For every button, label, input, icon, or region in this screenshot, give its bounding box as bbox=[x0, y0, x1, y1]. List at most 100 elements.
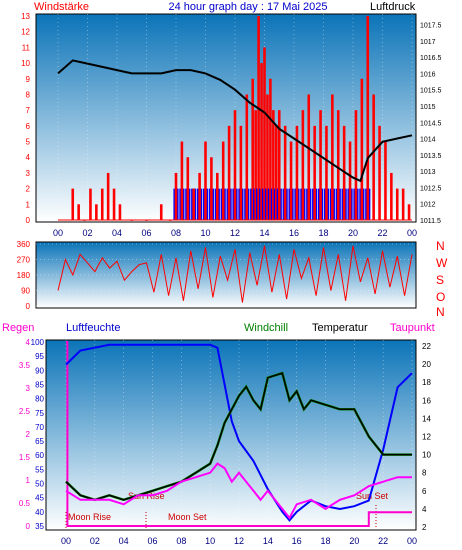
wind-bar bbox=[384, 141, 387, 220]
bottom-x-tick-label: 16 bbox=[292, 536, 302, 546]
wind-bar bbox=[395, 188, 399, 220]
pressure-y-tick-label: 1015.5 bbox=[420, 88, 442, 95]
humidity-y-tick-label: 75 bbox=[35, 409, 44, 418]
wind-bar bbox=[239, 125, 243, 220]
temperature-y-tick-label: 16 bbox=[422, 396, 431, 405]
pressure-y-tick-label: 1015 bbox=[420, 104, 436, 111]
bottom-x-tick-label: 00 bbox=[407, 536, 417, 546]
direction-y-tick-label: 90 bbox=[21, 287, 30, 296]
wind-y-tick-label: 11 bbox=[22, 43, 31, 52]
wind-y-tick-label: 12 bbox=[21, 28, 30, 37]
bottom-x-tick-label: 02 bbox=[90, 536, 100, 546]
humidity-y-tick-label: 90 bbox=[35, 366, 44, 375]
wind-y-tick-label: 0 bbox=[26, 216, 31, 225]
direction-letters: N W S O N bbox=[436, 239, 448, 319]
humidity-y-tick-label: 50 bbox=[35, 480, 44, 489]
temperature-y-tick-label: 8 bbox=[422, 469, 427, 478]
wind-bar bbox=[216, 172, 219, 220]
wind-y-tick-label: 10 bbox=[21, 59, 30, 68]
wind-bar bbox=[325, 125, 328, 220]
wind-bar bbox=[407, 204, 411, 220]
direction-letter-s: S bbox=[436, 273, 444, 287]
sun-set-label: Sun Set bbox=[356, 491, 389, 501]
wind-bar bbox=[106, 172, 110, 220]
bottom-x-tick-label: 00 bbox=[61, 536, 71, 546]
climate-marks bbox=[65, 341, 413, 527]
wind-bar bbox=[372, 94, 375, 220]
wind-bar bbox=[95, 204, 98, 220]
wind-bar bbox=[289, 141, 293, 220]
humidity-y-tick-label: 40 bbox=[35, 508, 44, 517]
humidity-y-tick-label: 100 bbox=[31, 338, 45, 347]
wind-bar bbox=[233, 110, 237, 220]
wind-pressure-axes: 00 02 04 06 08 10 12 14 16 18 20 22 0001234567891011… bbox=[21, 12, 441, 238]
wind-bar bbox=[221, 141, 225, 220]
wind-y-tick-label: 9 bbox=[26, 75, 31, 84]
pressure-y-tick-label: 1012.5 bbox=[420, 185, 442, 192]
wind-bar bbox=[331, 94, 334, 220]
wind-y-tick-label: 2 bbox=[26, 185, 31, 194]
temperature-y-tick-label: 20 bbox=[422, 360, 431, 369]
direction-letter-n-top: N bbox=[436, 239, 445, 253]
humidity-line bbox=[65, 343, 413, 522]
temperature-y-tick-label: 10 bbox=[422, 451, 431, 460]
wind-bar bbox=[275, 125, 278, 220]
wind-bar bbox=[180, 141, 184, 220]
wind-bar bbox=[295, 125, 299, 220]
rain-y-tick-label: 1.5 bbox=[19, 453, 31, 462]
dewpoint-line bbox=[65, 462, 412, 520]
wind-bar bbox=[348, 141, 352, 220]
wind-y-tick-label: 5 bbox=[26, 138, 31, 147]
direction-letter-w: W bbox=[436, 256, 448, 270]
pressure-y-tick-label: 1013 bbox=[420, 169, 436, 176]
wind-bar bbox=[307, 94, 311, 220]
wind-bar bbox=[360, 78, 364, 221]
wind-bar bbox=[186, 157, 190, 220]
rain-y-tick-label: 0 bbox=[26, 522, 31, 531]
wind-axis-title: Windstärke bbox=[34, 1, 89, 13]
top-x-tick-label: 16 bbox=[289, 228, 299, 238]
wind-bar bbox=[354, 110, 358, 220]
direction-letter-o: O bbox=[436, 290, 445, 304]
wind-bar bbox=[89, 188, 92, 220]
wind-y-tick-label: 4 bbox=[26, 153, 31, 162]
dewpoint-legend: Taupunkt bbox=[390, 322, 435, 334]
top-x-tick-label: 20 bbox=[348, 228, 358, 238]
wind-bar bbox=[313, 125, 316, 220]
wind-bar bbox=[245, 94, 249, 220]
wind-bar bbox=[254, 110, 257, 220]
climate-axes: 00 02 04 06 08 10 12 14 16 18 20 22 0035404550556065… bbox=[19, 338, 432, 546]
rain-y-tick-label: 1 bbox=[26, 476, 31, 485]
temperature-y-tick-label: 18 bbox=[422, 378, 431, 387]
wind-bar bbox=[401, 188, 405, 220]
wind-bar bbox=[336, 110, 340, 220]
temperature-y-tick-label: 14 bbox=[422, 414, 431, 423]
top-x-tick-label: 06 bbox=[141, 228, 151, 238]
wind-bar bbox=[174, 172, 178, 220]
wind-bar bbox=[77, 204, 80, 220]
chart-title: 24 hour graph day : 17 Mai 2025 bbox=[168, 1, 327, 13]
humidity-y-tick-label: 65 bbox=[35, 437, 44, 446]
direction-y-tick-label: 360 bbox=[17, 240, 31, 249]
direction-y-tick-label: 0 bbox=[26, 302, 31, 311]
rain-y-tick-label: 3 bbox=[26, 384, 31, 393]
wind-bar bbox=[269, 78, 272, 221]
humidity-y-tick-label: 45 bbox=[35, 494, 44, 503]
bottom-x-tick-label: 20 bbox=[349, 536, 359, 546]
top-x-tick-label: 00 bbox=[407, 228, 417, 238]
humidity-y-tick-label: 80 bbox=[35, 395, 44, 404]
wind-bar bbox=[301, 110, 305, 220]
pressure-y-tick-label: 1014.5 bbox=[420, 120, 442, 127]
pressure-y-tick-label: 1016 bbox=[420, 71, 436, 78]
bottom-x-tick-label: 18 bbox=[320, 536, 330, 546]
wind-bar bbox=[266, 94, 269, 220]
bottom-x-tick-label: 04 bbox=[119, 536, 129, 546]
top-x-tick-label: 22 bbox=[377, 228, 387, 238]
wind-bar bbox=[390, 172, 393, 220]
wind-bar bbox=[159, 204, 163, 220]
top-x-tick-label: 02 bbox=[82, 228, 92, 238]
pressure-line bbox=[57, 59, 413, 183]
wind-y-tick-label: 13 bbox=[21, 12, 30, 21]
wind-bar bbox=[227, 125, 231, 220]
